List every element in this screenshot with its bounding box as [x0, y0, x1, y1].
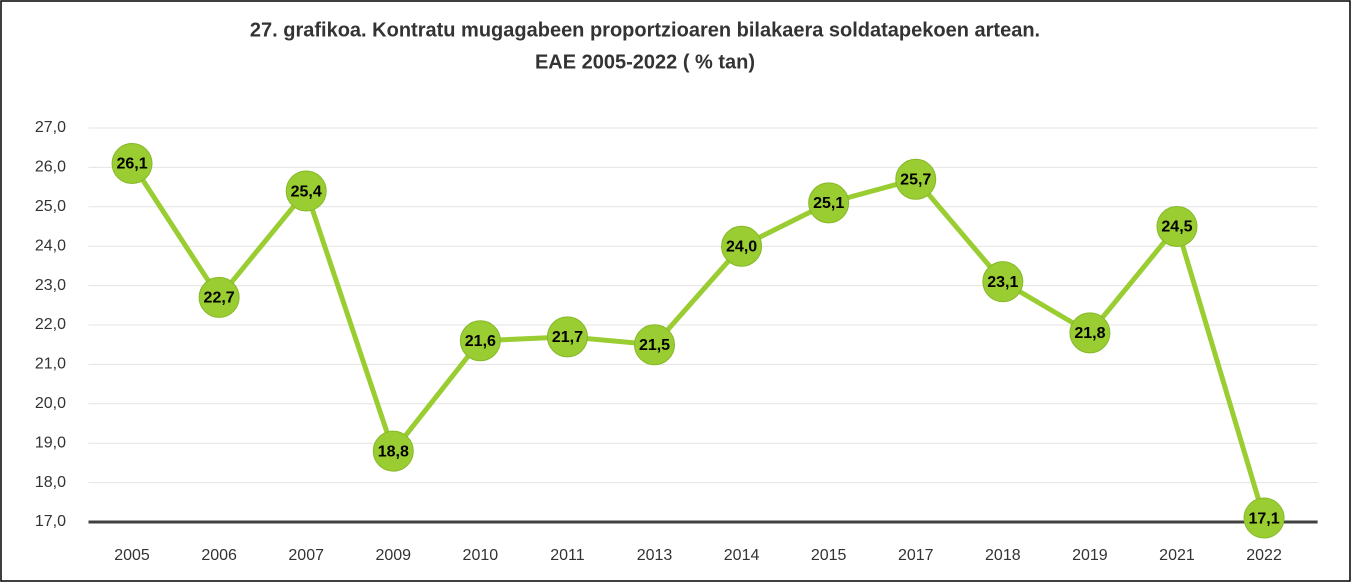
marker — [982, 261, 1024, 303]
y-tick-label: 27,0 — [35, 119, 66, 136]
x-tick-label: 2007 — [288, 547, 324, 564]
data-label: 24,0 — [726, 238, 757, 255]
x-tick-label: 2022 — [1246, 547, 1282, 564]
data-label: 21,5 — [639, 337, 670, 354]
y-tick-label: 25,0 — [35, 198, 66, 215]
data-label: 17,1 — [1248, 510, 1279, 527]
x-tick-label: 2015 — [811, 547, 847, 564]
y-tick-label: 18,0 — [35, 474, 66, 491]
marker — [285, 170, 327, 212]
data-label: 24,5 — [1161, 219, 1192, 236]
x-tick-label: 2019 — [1072, 547, 1108, 564]
data-label: 23,1 — [987, 274, 1018, 291]
chart-subtitle: EAE 2005-2022 ( % tan) — [535, 51, 755, 73]
marker — [895, 158, 937, 200]
marker — [808, 182, 850, 224]
marker — [1243, 497, 1285, 539]
data-label: 21,6 — [465, 333, 496, 350]
x-tick-label: 2009 — [375, 547, 411, 564]
marker — [721, 225, 763, 267]
marker — [111, 142, 153, 184]
x-tick-label: 2021 — [1159, 547, 1195, 564]
chart-title: 27. grafikoa. Kontratu mugagabeen propor… — [250, 19, 1040, 41]
x-tick-label: 2014 — [724, 547, 760, 564]
data-label: 22,7 — [204, 290, 235, 307]
x-tick-label: 2005 — [114, 547, 150, 564]
marker — [1069, 312, 1111, 354]
marker — [546, 316, 588, 358]
y-tick-label: 19,0 — [35, 434, 66, 451]
x-tick-label: 2010 — [463, 547, 499, 564]
y-tick-label: 24,0 — [35, 237, 66, 254]
y-tick-label: 23,0 — [35, 277, 66, 294]
marker — [459, 320, 501, 362]
y-tick-label: 22,0 — [35, 316, 66, 333]
marker — [634, 324, 676, 366]
x-tick-label: 2013 — [637, 547, 673, 564]
y-tick-label: 20,0 — [35, 395, 66, 412]
y-tick-label: 26,0 — [35, 159, 66, 176]
data-label: 21,8 — [1074, 325, 1105, 342]
data-label: 21,7 — [552, 329, 583, 346]
data-label: 26,1 — [116, 156, 147, 173]
data-label: 25,1 — [813, 195, 844, 212]
y-tick-label: 21,0 — [35, 356, 66, 373]
y-tick-label: 17,0 — [35, 513, 66, 530]
marker — [198, 276, 240, 318]
x-tick-label: 2017 — [898, 547, 934, 564]
x-tick-label: 2011 — [550, 547, 585, 564]
data-label: 18,8 — [378, 443, 409, 460]
x-tick-label: 2018 — [985, 547, 1021, 564]
data-label: 25,7 — [900, 171, 931, 188]
marker — [372, 430, 414, 472]
x-tick-label: 2006 — [201, 547, 237, 564]
marker — [1156, 206, 1198, 247]
data-label: 25,4 — [291, 183, 322, 200]
